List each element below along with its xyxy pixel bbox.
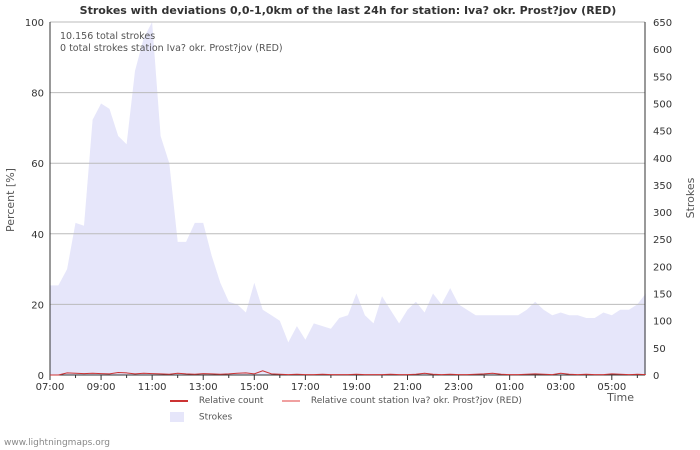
x-tick-label: 07:00 [36, 382, 65, 393]
legend-label: Relative count station Iva? okr. Prost?j… [310, 396, 522, 406]
y-tick-label-right: 450 [653, 127, 672, 138]
y-tick-label-right: 250 [653, 235, 672, 246]
x-tick-label: 17:00 [291, 382, 320, 393]
y-axis-label-left: Percent [%] [4, 168, 17, 232]
y-tick-label-left: 60 [31, 159, 44, 170]
y-tick-label-right: 650 [653, 18, 672, 29]
y-tick-label-right: 550 [653, 72, 672, 83]
y-tick-label-right: 600 [653, 45, 672, 56]
x-tick-label: 05:00 [597, 382, 626, 393]
x-tick-label: 13:00 [189, 382, 218, 393]
y-tick-label-left: 40 [31, 230, 44, 241]
y-tick-label-right: 50 [653, 344, 666, 355]
legend-relative-count-station: Relative count station Iva? okr. Prost?j… [282, 396, 522, 406]
y-tick-label-right: 400 [653, 154, 672, 165]
y-tick-label-right: 350 [653, 181, 672, 192]
x-axis-label: Time [606, 391, 634, 404]
y-tick-label-right: 300 [653, 208, 672, 219]
chart-title: Strokes with deviations 0,0-1,0km of the… [80, 4, 617, 17]
x-tick-label: 11:00 [138, 382, 167, 393]
footer-site-url: www.lightningmaps.org [4, 438, 110, 448]
info-line: 0 total strokes station Iva? okr. Prost?… [60, 43, 283, 54]
y-tick-label-right: 150 [653, 290, 672, 301]
x-tick-label: 09:00 [87, 382, 116, 393]
legend-label: Relative count [198, 396, 264, 406]
y-tick-label-left: 20 [31, 300, 44, 311]
legend-relative-count: Relative count [170, 396, 263, 406]
x-tick-label: 01:00 [495, 382, 524, 393]
y-tick-label-right: 100 [653, 317, 672, 328]
y-tick-label-left: 80 [31, 89, 44, 100]
legend-area-icon [170, 412, 184, 422]
legend-label: Strokes [198, 412, 233, 423]
y-tick-label-left: 0 [38, 371, 44, 382]
legend-strokes: Strokes [170, 412, 232, 423]
x-tick-label: 21:00 [393, 382, 422, 393]
y-tick-label-right: 0 [653, 371, 659, 382]
x-tick-label: 19:00 [342, 382, 371, 393]
y-tick-label-right: 200 [653, 262, 672, 273]
legend-line-icon [170, 399, 188, 402]
y-tick-label-left: 100 [25, 18, 44, 29]
y-axis-label-right: Strokes [684, 177, 697, 218]
info-line: 10.156 total strokes [60, 31, 155, 42]
y-tick-label-right: 500 [653, 99, 672, 110]
relative-count-line [50, 370, 646, 376]
x-tick-label: 03:00 [546, 382, 575, 393]
strokes-area [50, 22, 646, 375]
x-tick-label: 23:00 [444, 382, 473, 393]
legend-line-icon [282, 399, 300, 402]
x-tick-label: 15:00 [240, 382, 269, 393]
